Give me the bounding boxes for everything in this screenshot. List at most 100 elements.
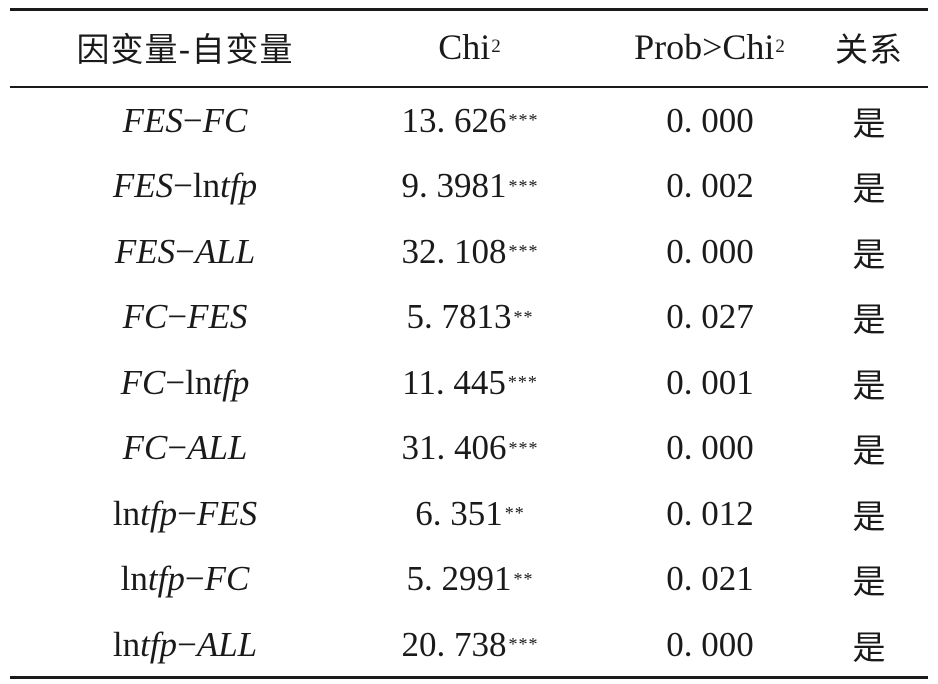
table-bottom-rule: [10, 676, 928, 679]
chi2-cell: 13. 626 ***: [340, 88, 600, 154]
relation-cell: 是: [852, 365, 886, 405]
significance-stars: ***: [508, 241, 539, 262]
prob-cell: 0. 000: [666, 231, 754, 271]
chi2-cell: 11. 445 ***: [340, 350, 600, 416]
significance-stars: ***: [508, 634, 539, 655]
pair-dash: −: [184, 559, 205, 599]
chi2-value: 31. 406: [401, 428, 507, 468]
table-row: FES − FC 13. 626 *** 0. 000 是: [10, 88, 928, 154]
chi2-value: 5. 2991: [406, 559, 512, 599]
pair-dash: −: [173, 166, 193, 206]
pair-cell: FES − ALL: [50, 219, 320, 285]
table-row: FC − ALL 31. 406 *** 0. 000 是: [10, 416, 928, 482]
variable-name: FES: [112, 166, 174, 206]
prob-cell: 0. 012: [666, 493, 754, 533]
significance-stars: **: [513, 568, 534, 589]
variable-name: FES: [114, 231, 176, 271]
relation-cell: 是: [852, 562, 886, 602]
table-row: FES − ALL 32. 108 *** 0. 000 是: [10, 219, 928, 285]
pair-dash: −: [167, 297, 188, 337]
variable-name: FC: [122, 428, 168, 468]
variable-name: FC: [122, 297, 168, 337]
chi2-value: 13. 626: [401, 100, 507, 140]
pair-dash: −: [177, 493, 197, 533]
variable-name: ALL: [187, 428, 248, 468]
header-prob-exp: 2: [775, 35, 786, 57]
variable-name: tfp: [212, 362, 250, 402]
header-chi2-exp: 2: [491, 35, 502, 57]
chi2-value: 6. 351: [415, 493, 503, 533]
prob-cell: 0. 000: [666, 624, 754, 664]
variable-name: tfp: [140, 493, 178, 533]
significance-stars: ***: [508, 175, 539, 196]
pair-cell: FC − FES: [50, 285, 320, 351]
relation-cell: 是: [852, 169, 886, 209]
pair-cell: FC − ALL: [50, 416, 320, 482]
pair-dash: −: [182, 100, 203, 140]
header-relation: 关系: [835, 29, 903, 69]
variable-name: FES: [187, 297, 248, 337]
prob-cell: 0. 002: [666, 166, 754, 206]
chi2-cell: 31. 406 ***: [340, 416, 600, 482]
pair-dash: −: [175, 231, 195, 271]
chi2-cell: 5. 7813 **: [340, 285, 600, 351]
significance-stars: ***: [507, 372, 538, 393]
table-header-row: 因变量-自变量 Chi 2 Prob>Chi 2 关系: [10, 14, 928, 80]
variable-name: FC: [120, 362, 166, 402]
variable-name: FES: [122, 100, 183, 140]
chi2-value: 11. 445: [402, 362, 506, 402]
table-row: ln tfp − ALL 20. 738 *** 0. 000 是: [10, 612, 928, 678]
variable-name: FC: [204, 559, 250, 599]
chi2-cell: 6. 351 **: [340, 481, 600, 547]
header-pair: 因变量-自变量: [76, 29, 294, 69]
table-row: FC − FES 5. 7813 ** 0. 027 是: [10, 285, 928, 351]
prob-cell: 0. 021: [666, 559, 754, 599]
chi2-cell: 32. 108 ***: [340, 219, 600, 285]
variable-name: tfp: [147, 559, 185, 599]
chi2-value: 9. 3981: [401, 166, 507, 206]
relation-cell: 是: [852, 234, 886, 274]
variable-name: ALL: [196, 624, 258, 664]
relation-cell: 是: [852, 300, 886, 340]
table-header-rule: [10, 86, 928, 88]
variable-name: FC: [202, 100, 248, 140]
significance-stars: ***: [508, 110, 539, 131]
chi2-value: 20. 738: [401, 624, 507, 664]
pair-cell: FES − FC: [50, 88, 320, 154]
significance-stars: **: [504, 503, 525, 524]
pair-cell: ln tfp − ALL: [50, 612, 320, 678]
table-top-rule: [10, 8, 928, 11]
relation-cell: 是: [852, 431, 886, 471]
chi2-cell: 20. 738 ***: [340, 612, 600, 678]
pair-dash: −: [177, 624, 197, 664]
relation-cell: 是: [852, 103, 886, 143]
relation-cell: 是: [852, 496, 886, 536]
pair-cell: FC − ln tfp: [50, 350, 320, 416]
header-chi2-base: Chi: [438, 26, 491, 67]
variable-name: FES: [196, 493, 258, 533]
header-chi2: Chi 2: [340, 14, 600, 80]
prob-cell: 0. 001: [666, 362, 754, 402]
prob-cell: 0. 000: [666, 100, 754, 140]
pair-cell: FES − ln tfp: [50, 154, 320, 220]
variable-name: tfp: [140, 624, 178, 664]
header-prob: Prob>Chi 2: [610, 14, 810, 80]
pair-dash: −: [167, 428, 188, 468]
chi2-value: 5. 7813: [406, 297, 512, 337]
table-row: ln tfp − FC 5. 2991 ** 0. 021 是: [10, 547, 928, 613]
table-row: FES − ln tfp 9. 3981 *** 0. 002 是: [10, 154, 928, 220]
variable-name: tfp: [220, 166, 258, 206]
ln-prefix: ln: [192, 166, 221, 206]
table-row: ln tfp − FES 6. 351 ** 0. 012 是: [10, 481, 928, 547]
ln-prefix: ln: [120, 559, 148, 599]
ln-prefix: ln: [112, 624, 141, 664]
prob-cell: 0. 000: [666, 428, 754, 468]
header-prob-base: Prob>Chi: [634, 26, 775, 67]
relation-cell: 是: [852, 627, 886, 667]
table-row: FC − ln tfp 11. 445 *** 0. 001 是: [10, 350, 928, 416]
ln-prefix: ln: [185, 362, 213, 402]
pair-cell: ln tfp − FC: [50, 547, 320, 613]
chi2-value: 32. 108: [401, 231, 507, 271]
variable-name: ALL: [194, 231, 256, 271]
pair-cell: ln tfp − FES: [50, 481, 320, 547]
